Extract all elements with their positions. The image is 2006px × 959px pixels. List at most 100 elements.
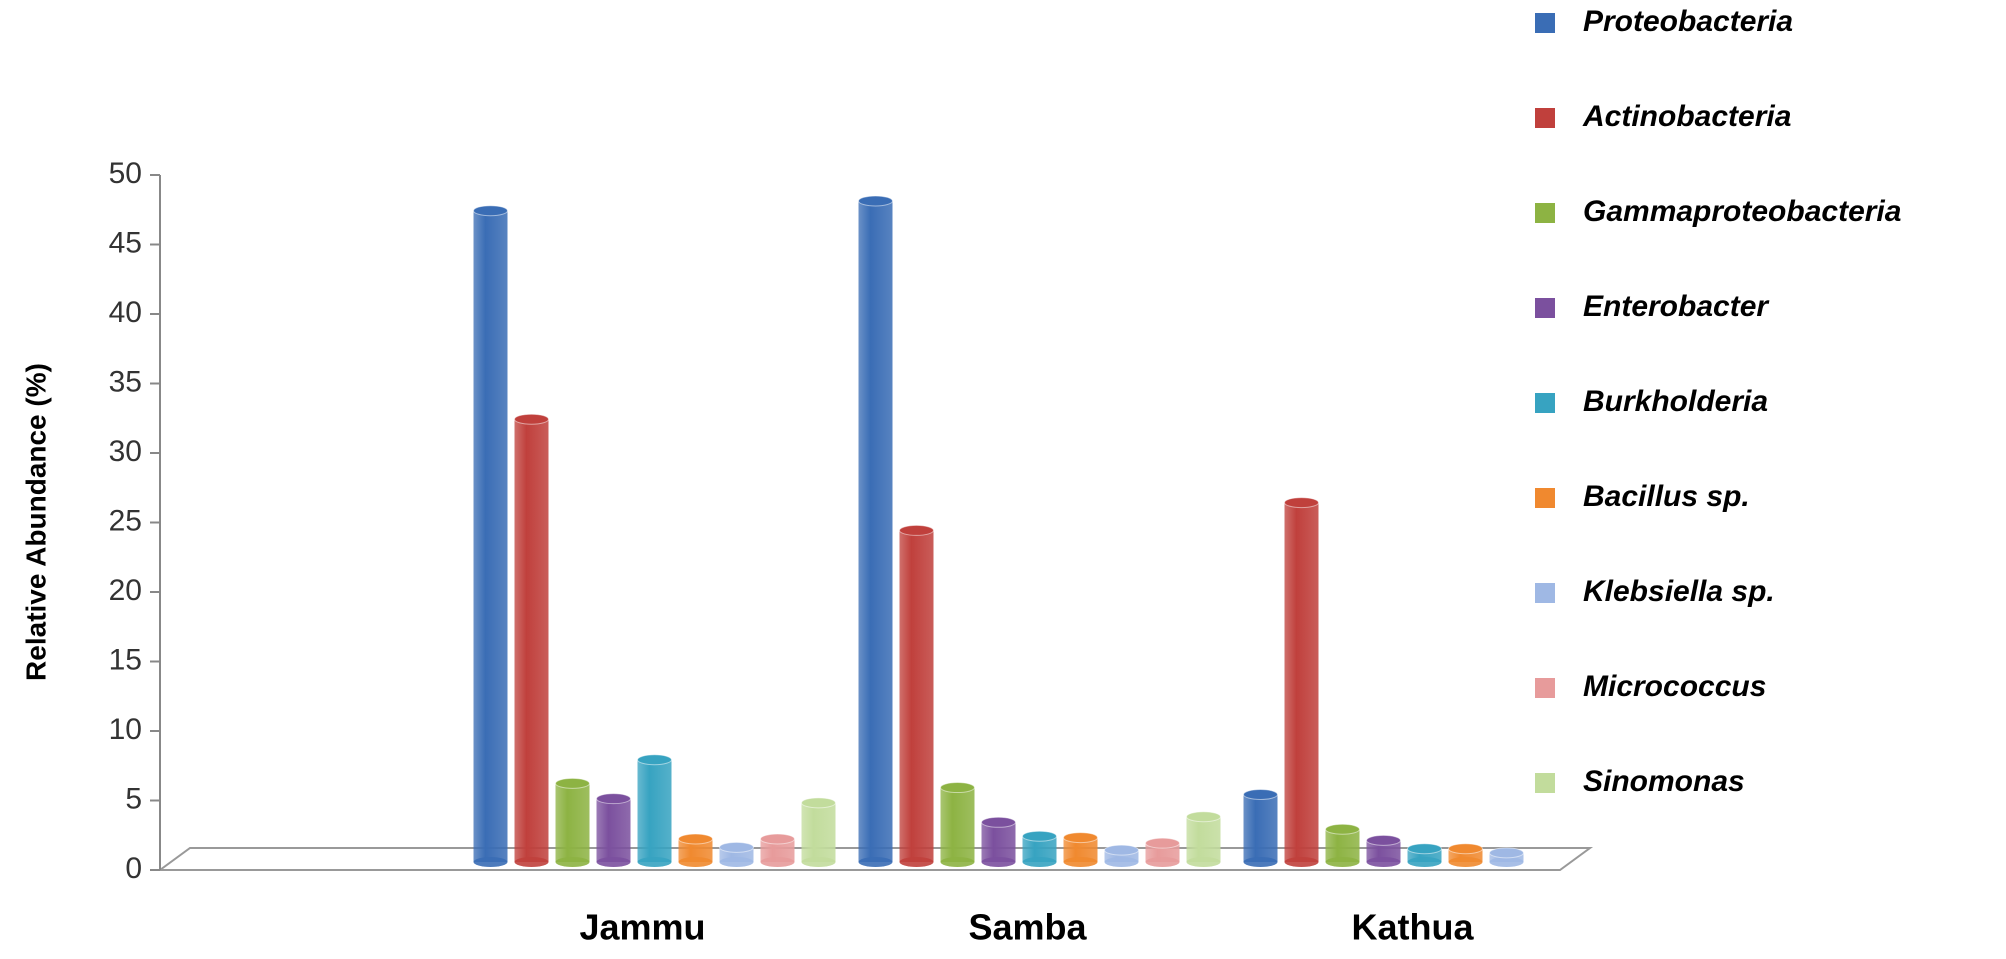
bar bbox=[637, 759, 672, 862]
x-tick-label: Samba bbox=[968, 907, 1087, 948]
legend-swatch bbox=[1535, 298, 1555, 318]
bar-cap bbox=[1284, 497, 1319, 509]
bar bbox=[760, 838, 795, 862]
y-tick-label: 35 bbox=[109, 365, 142, 398]
bar bbox=[1284, 502, 1319, 862]
bar-cap bbox=[1145, 837, 1180, 849]
bar-cap bbox=[1366, 834, 1401, 846]
bar-cap bbox=[1104, 844, 1139, 856]
bar-base bbox=[981, 857, 1016, 867]
bar-base bbox=[1407, 857, 1442, 867]
bar-cap bbox=[981, 816, 1016, 828]
legend-swatch bbox=[1535, 773, 1555, 793]
bar-cap bbox=[596, 793, 631, 805]
legend-label: Sinomonas bbox=[1583, 765, 1745, 798]
y-tick-label: 50 bbox=[109, 157, 142, 190]
bar-base bbox=[1186, 857, 1221, 867]
legend-label: Proteobacteria bbox=[1583, 5, 1793, 38]
legend-label: Bacillus sp. bbox=[1583, 480, 1750, 513]
bar-cap bbox=[514, 413, 549, 425]
y-tick-label: 45 bbox=[109, 226, 142, 259]
bar-base bbox=[1325, 857, 1360, 867]
bar-base bbox=[637, 857, 672, 867]
bar bbox=[940, 787, 975, 862]
legend-label: Gammaproteobacteria bbox=[1583, 195, 1901, 228]
y-axis-label: Relative Abundance (%) bbox=[20, 363, 51, 681]
bar-cap bbox=[801, 797, 836, 809]
bar-base bbox=[760, 857, 795, 867]
bar-base bbox=[899, 857, 934, 867]
legend-swatch bbox=[1535, 583, 1555, 603]
bar-cap bbox=[1022, 830, 1057, 842]
legend-swatch bbox=[1535, 108, 1555, 128]
bar-base bbox=[719, 857, 754, 867]
bar-base bbox=[858, 857, 893, 867]
y-tick-label: 0 bbox=[125, 852, 142, 885]
legend-swatch bbox=[1535, 393, 1555, 413]
legend-label: Actinobacteria bbox=[1582, 100, 1791, 133]
bar bbox=[899, 530, 934, 862]
bar bbox=[801, 802, 836, 862]
bar-base bbox=[1489, 857, 1524, 867]
legend-swatch bbox=[1535, 13, 1555, 33]
bar-cap bbox=[719, 841, 754, 853]
bar bbox=[1366, 840, 1401, 862]
bar-cap bbox=[1063, 832, 1098, 844]
bar-cap bbox=[1448, 843, 1483, 855]
bar-base bbox=[1284, 857, 1319, 867]
legend-label: Enterobacter bbox=[1583, 290, 1770, 323]
bar bbox=[858, 200, 893, 863]
legend-swatch bbox=[1535, 678, 1555, 698]
bar-cap bbox=[1243, 789, 1278, 800]
bar-base bbox=[1366, 857, 1401, 867]
bar-cap bbox=[760, 833, 795, 845]
bar-base bbox=[1022, 857, 1057, 867]
bar bbox=[555, 783, 590, 862]
y-tick-label: 30 bbox=[109, 435, 142, 468]
bar-base bbox=[555, 857, 590, 867]
x-tick-label: Jammu bbox=[579, 907, 705, 948]
bar-base bbox=[473, 857, 508, 867]
y-tick-label: 40 bbox=[109, 296, 142, 329]
bar-cap bbox=[637, 754, 672, 766]
bar-cap bbox=[555, 777, 590, 789]
bar-base bbox=[1063, 857, 1098, 867]
bar-cap bbox=[1186, 811, 1221, 823]
bar-cap bbox=[899, 524, 934, 536]
bar-cap bbox=[1325, 823, 1360, 835]
legend-label: Klebsiella sp. bbox=[1583, 575, 1775, 608]
bar bbox=[1104, 850, 1139, 862]
y-tick-label: 10 bbox=[109, 713, 142, 746]
bar bbox=[981, 822, 1016, 862]
bar-base bbox=[1145, 857, 1180, 867]
bar-base bbox=[514, 857, 549, 867]
y-tick-label: 25 bbox=[109, 504, 142, 537]
bar bbox=[514, 419, 549, 862]
y-tick-label: 15 bbox=[109, 643, 142, 676]
bar-base bbox=[801, 857, 836, 867]
bar bbox=[596, 798, 631, 862]
bar-cap bbox=[1407, 843, 1442, 855]
bar-cap bbox=[940, 782, 975, 794]
legend-label: Burkholderia bbox=[1583, 385, 1768, 418]
bar-cap bbox=[473, 205, 508, 217]
bar bbox=[678, 838, 713, 862]
y-tick-label: 20 bbox=[109, 574, 142, 607]
legend-swatch bbox=[1535, 488, 1555, 508]
bar-cap bbox=[858, 195, 893, 207]
bar bbox=[1243, 794, 1278, 862]
bar-base bbox=[1104, 857, 1139, 867]
x-tick-label: Kathua bbox=[1351, 907, 1474, 948]
bar bbox=[473, 210, 508, 862]
bar-base bbox=[940, 857, 975, 867]
bar bbox=[1186, 816, 1221, 862]
bar-base bbox=[596, 857, 631, 867]
legend-label: Micrococcus bbox=[1583, 670, 1766, 703]
bar-base bbox=[678, 857, 713, 867]
bar-cap bbox=[1489, 847, 1524, 859]
bar-cap bbox=[678, 833, 713, 845]
y-tick-label: 5 bbox=[125, 782, 142, 815]
legend-swatch bbox=[1535, 203, 1555, 223]
bar-base bbox=[1243, 857, 1278, 867]
